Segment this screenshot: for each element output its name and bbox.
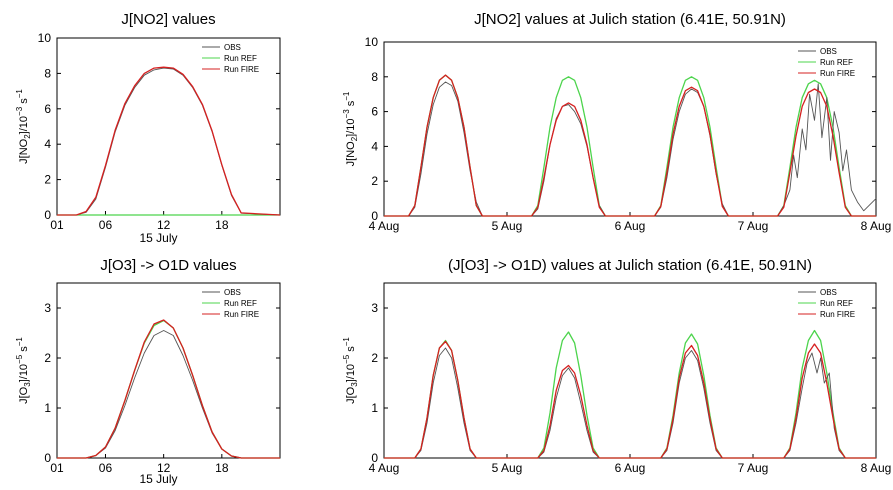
panel-3-series-ref [384,329,876,459]
panel-3-xtick-label: 4 Aug [369,461,400,475]
panel-1-series-fire [384,74,876,217]
panel-3-ytick-label: 2 [371,351,378,365]
panel-0-ytick-label: 8 [44,66,51,80]
panel-3-ytick-label: 1 [371,401,378,415]
panel-0-ytick-label: 10 [38,31,52,45]
panel-0: J[NO2] values 0 2 4 6 8 10 01 06 12 18 15 July J[NO2… [15,11,281,245]
panel-3-ytick-label: 3 [371,301,378,315]
panel-3-xtick-label: 8 Aug [861,461,892,475]
panel-1-xtick-label: 7 Aug [738,219,769,233]
panel-2-series-ref [57,319,280,459]
panel-1-ytick-label: 0 [371,209,378,223]
panel-1-series-obs [384,81,877,217]
panel-0-ytick-label: 6 [44,102,51,116]
panel-0-ytick-label: 0 [44,208,51,222]
panel-1-ytick-label: 8 [371,70,378,84]
panel-3-series-obs [384,347,876,459]
panel-1-xtick-label: 4 Aug [369,219,400,233]
panel-1-ylabel: J[NO2]/10−3 s−1 [342,91,359,166]
panel-1-legend-label-fire: Run FIRE [820,69,855,78]
panel-2-ytick-label: 0 [44,451,51,465]
panel-3-title: (J[O3] -> O1D) values at Julich station … [448,257,812,274]
panel-2-title: J[O3] -> O1D values [100,257,236,274]
panel-1-ytick-label: 6 [371,105,378,119]
panel-0-legend-label-ref: Run REF [224,54,257,63]
panel-2-legend-label-ref: Run REF [224,299,257,308]
panel-2-series-fire [57,319,280,459]
panel-1-xtick-label: 5 Aug [492,219,523,233]
panel-1-legend-label-ref: Run REF [820,58,853,67]
panel-1-ytick-label: 2 [371,174,378,188]
panel-0-legend-label-fire: Run FIRE [224,65,259,74]
panel-3: (J[O3] -> O1D) values at Julich station … [342,257,891,475]
panel-1-title: J[NO2] values at Julich station (6.41E, … [474,11,786,28]
panel-2-ylabel: J[O3]/10−5 s−1 [15,337,32,404]
panel-2-legend-label-obs: OBS [224,288,241,297]
panel-3-series-fire [384,340,876,459]
panel-3-legend-label-obs: OBS [820,288,837,297]
panel-2-xlabel: 15 July [139,472,177,486]
panel-2-legend-label-fire: Run FIRE [224,310,259,319]
panel-0-title: J[NO2] values [121,11,215,28]
panel-2-xtick-label: 01 [50,461,64,475]
panel-0-xtick-label: 01 [50,218,64,232]
panel-2-xtick-label: 12 [157,461,171,475]
panel-0-xlabel: 15 July [139,231,177,245]
panel-3-legend-label-ref: Run REF [820,299,853,308]
panel-0-xtick-label: 06 [99,218,113,232]
panel-1: J[NO2] values at Julich station (6.41E, … [342,11,891,233]
panel-0-ytick-label: 4 [44,137,51,151]
panel-2-xtick-label: 06 [99,461,113,475]
panel-2-ytick-label: 3 [44,301,51,315]
panel-0-ylabel: J[NO2]/10−3 s−1 [15,89,32,164]
panel-0-series-obs [57,67,281,216]
panel-2-ytick-label: 1 [44,401,51,415]
panel-1-ytick-label: 4 [371,139,378,153]
panel-0-xtick-label: 18 [215,218,229,232]
panel-2-ytick-label: 2 [44,351,51,365]
panel-0-series-fire [57,66,281,216]
panel-2-frame [56,282,281,459]
panel-0-ytick-label: 2 [44,173,51,187]
panel-3-legend-label-fire: Run FIRE [820,310,855,319]
panel-1-xtick-label: 6 Aug [615,219,646,233]
panel-1-xtick-label: 8 Aug [861,219,892,233]
panel-3-ylabel: J[O3]/10−5 s−1 [342,337,359,404]
panel-0-legend-label-obs: OBS [224,43,241,52]
panel-3-xtick-label: 6 Aug [615,461,646,475]
panel-1-ytick-label: 10 [365,35,379,49]
panel-2-xtick-label: 18 [215,461,229,475]
panel-0-xtick-label: 12 [157,218,171,232]
panel-2-series-obs [57,330,280,459]
panel-1-legend-label-obs: OBS [820,47,837,56]
panel-3-xtick-label: 7 Aug [738,461,769,475]
panel-3-xtick-label: 5 Aug [492,461,523,475]
panel-3-ytick-label: 0 [371,451,378,465]
